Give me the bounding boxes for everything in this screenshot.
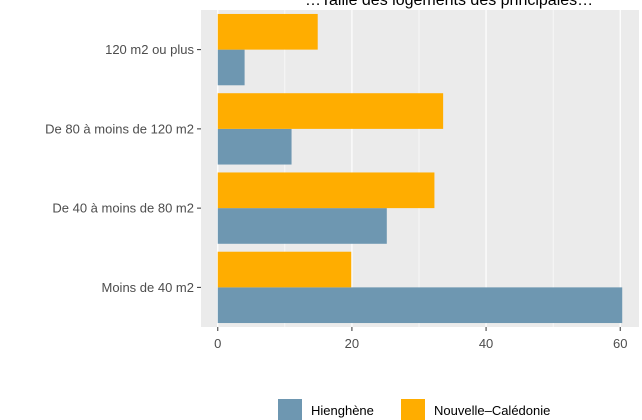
bar-de-80-a-moins-de-120-m2-hienghene xyxy=(217,128,292,165)
chart-title: …Taille des logements des principales… xyxy=(305,0,593,9)
y-axis: Moins de 40 m2 De 40 à moins de 80 m2 De 8… xyxy=(45,42,201,295)
x-tick-label: 0 xyxy=(214,336,221,351)
x-tick-label: 20 xyxy=(345,336,359,351)
x-tick-label: 40 xyxy=(479,336,493,351)
y-tick-label: De 40 à moins de 80 m2 xyxy=(52,201,194,216)
legend-key-nouvelle-caledonie xyxy=(401,399,425,420)
bar-moins-de-40-m2-nouvelle-caledonie xyxy=(217,251,352,288)
x-axis: 0 20 40 60 xyxy=(214,327,627,351)
y-tick-label: De 80 à moins de 120 m2 xyxy=(45,121,194,136)
legend-label: Hienghène xyxy=(311,403,374,418)
bar-120-m2-ou-plus-nouvelle-caledonie xyxy=(217,13,318,50)
bar-de-40-a-moins-de-80-m2-hienghene xyxy=(217,208,387,244)
bar-de-40-a-moins-de-80-m2-nouvelle-caledonie xyxy=(217,172,435,209)
x-tick-label: 60 xyxy=(613,336,627,351)
legend: Hienghène Nouvelle–Calédonie xyxy=(278,399,550,420)
bar-moins-de-40-m2-hienghene xyxy=(217,287,623,324)
y-tick-label: 120 m2 ou plus xyxy=(105,42,194,57)
legend-label: Nouvelle–Calédonie xyxy=(434,403,550,418)
bar-120-m2-ou-plus-hienghene xyxy=(217,49,245,86)
bar-de-80-a-moins-de-120-m2-nouvelle-caledonie xyxy=(217,93,444,129)
legend-key-hienghene xyxy=(278,399,302,420)
y-tick-label: Moins de 40 m2 xyxy=(102,280,195,295)
bars xyxy=(217,13,623,324)
